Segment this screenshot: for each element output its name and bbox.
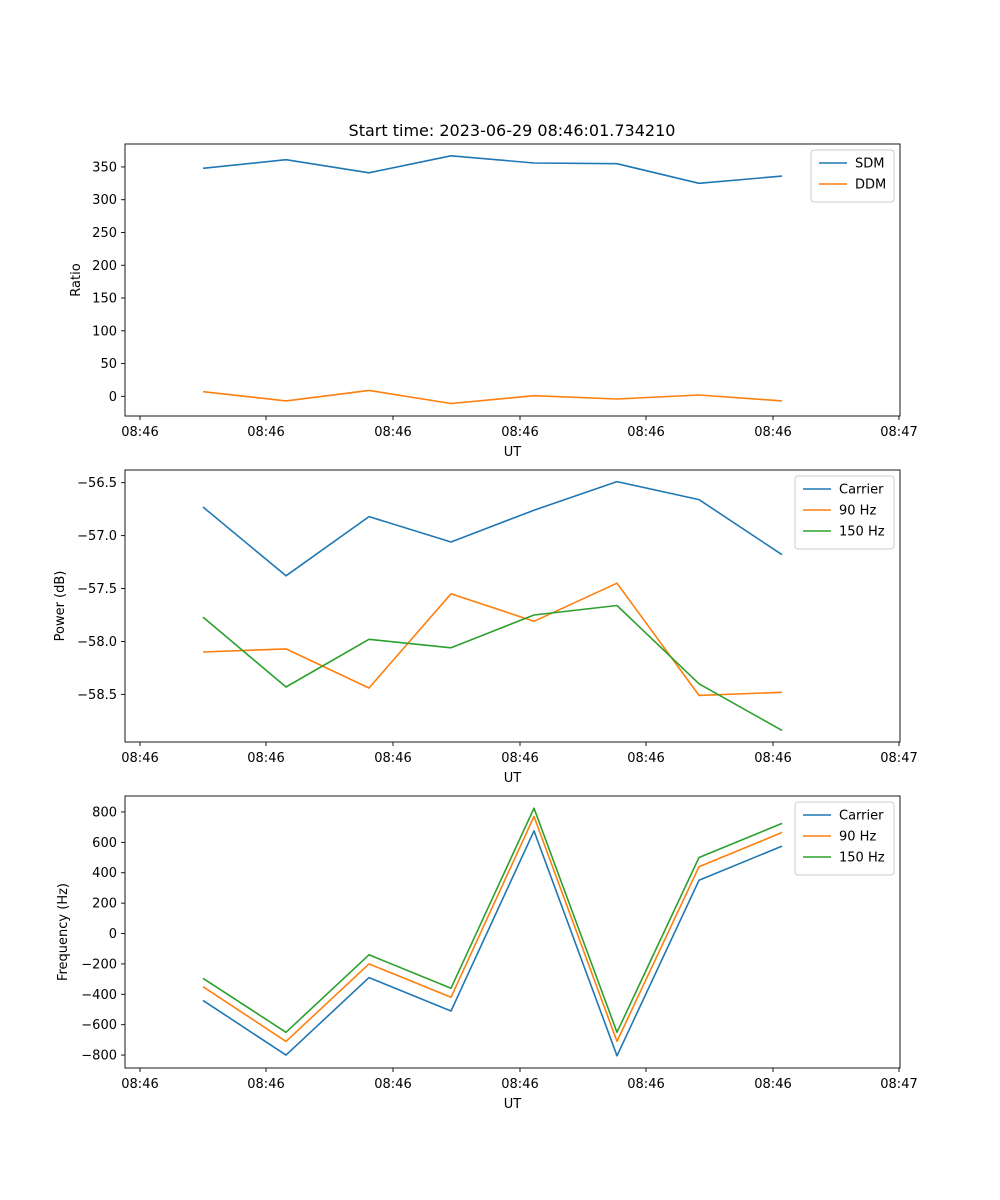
x-tick-label: 08:46 [121, 425, 158, 440]
x-tick-label: 08:46 [501, 425, 538, 440]
legend: Carrier 90 Hz 150 Hz [794, 475, 895, 550]
y-tick-label: 200 [92, 259, 117, 274]
x-axis-label: UT [504, 1097, 522, 1112]
y-tick-label: 0 [109, 390, 117, 405]
y-axis-label: Power (dB) [53, 571, 68, 642]
series-line-ddm [202, 389, 783, 405]
legend-label: DDM [855, 178, 886, 193]
y-tick-label: 100 [92, 324, 117, 339]
legend: Carrier 90 Hz 150 Hz [794, 801, 895, 876]
x-tick-label: 08:47 [880, 425, 917, 440]
x-axis-label: UT [504, 445, 522, 460]
y-tick-label: −58.5 [77, 688, 117, 703]
legend-label: Carrier [839, 483, 884, 498]
x-tick-label: 08:46 [247, 1077, 284, 1092]
y-tick-label: 250 [92, 226, 117, 241]
chart-panel-2: 08:46 08:46 08:46 08:46 08:46 08:46 08:47 −56.5… [53, 469, 918, 786]
axes-frame [124, 469, 901, 743]
y-tick-label: −800 [81, 1049, 117, 1064]
chart-panel-3: 08:46 08:46 08:46 08:46 08:46 08:46 08:47 800 60… [56, 795, 918, 1112]
legend: SDM DDM [810, 149, 895, 203]
y-tick-label: 600 [92, 836, 117, 851]
series-line-sdm [202, 155, 783, 185]
series-line-carrier [202, 480, 783, 577]
x-tick-label: 08:46 [121, 751, 158, 766]
legend-label: 90 Hz [839, 830, 876, 845]
y-tick-label: 800 [92, 805, 117, 820]
series-line-carrier [202, 830, 783, 1057]
x-tick-label: 08:46 [374, 1077, 411, 1092]
y-tick-label: −58.0 [77, 635, 117, 650]
y-tick-label: −56.5 [77, 476, 117, 491]
y-tick-label: −57.0 [77, 529, 117, 544]
y-tick-label: 400 [92, 866, 117, 881]
x-tick-label: 08:46 [374, 425, 411, 440]
y-tick-label: −57.5 [77, 582, 117, 597]
x-tick-label: 08:46 [627, 751, 664, 766]
y-tick-label: 350 [92, 160, 117, 175]
y-tick-label: 0 [109, 927, 117, 942]
x-tick-label: 08:46 [247, 425, 284, 440]
series-line-150-hz [202, 807, 783, 1034]
y-tick-label: 50 [100, 357, 117, 372]
series-line-150-hz [202, 604, 783, 732]
y-tick-label: 150 [92, 292, 117, 307]
x-tick-label: 08:46 [374, 751, 411, 766]
x-tick-label: 08:46 [754, 751, 791, 766]
x-tick-label: 08:46 [754, 425, 791, 440]
axes-frame [124, 143, 901, 417]
chart-panel-1: 08:46 08:46 08:46 08:46 08:46 08:46 08:47 0 50 10… [69, 143, 918, 460]
x-tick-label: 08:46 [247, 751, 284, 766]
series-line-90-hz [202, 815, 783, 1043]
x-tick-label: 08:47 [880, 751, 917, 766]
legend-label: 150 Hz [839, 851, 885, 866]
x-axis-label: UT [504, 771, 522, 786]
legend-label: Carrier [839, 809, 884, 824]
figure-title: Start time: 2023-06-29 08:46:01.734210 [349, 121, 676, 140]
x-tick-label: 08:46 [627, 1077, 664, 1092]
y-axis-label: Ratio [69, 263, 84, 296]
y-tick-label: −400 [81, 988, 117, 1003]
series-line-90-hz [202, 582, 783, 697]
x-tick-label: 08:46 [501, 751, 538, 766]
legend-label: 150 Hz [839, 525, 885, 540]
y-tick-label: −200 [81, 957, 117, 972]
x-tick-label: 08:47 [880, 1077, 917, 1092]
x-tick-label: 08:46 [121, 1077, 158, 1092]
y-tick-label: −600 [81, 1018, 117, 1033]
x-tick-label: 08:46 [754, 1077, 791, 1092]
y-tick-label: 200 [92, 897, 117, 912]
x-tick-label: 08:46 [627, 425, 664, 440]
y-tick-label: 300 [92, 193, 117, 208]
legend-label: 90 Hz [839, 504, 876, 519]
legend-label: SDM [855, 157, 884, 172]
y-axis-label: Frequency (Hz) [56, 883, 71, 981]
axes-frame [124, 795, 901, 1069]
x-tick-label: 08:46 [501, 1077, 538, 1092]
